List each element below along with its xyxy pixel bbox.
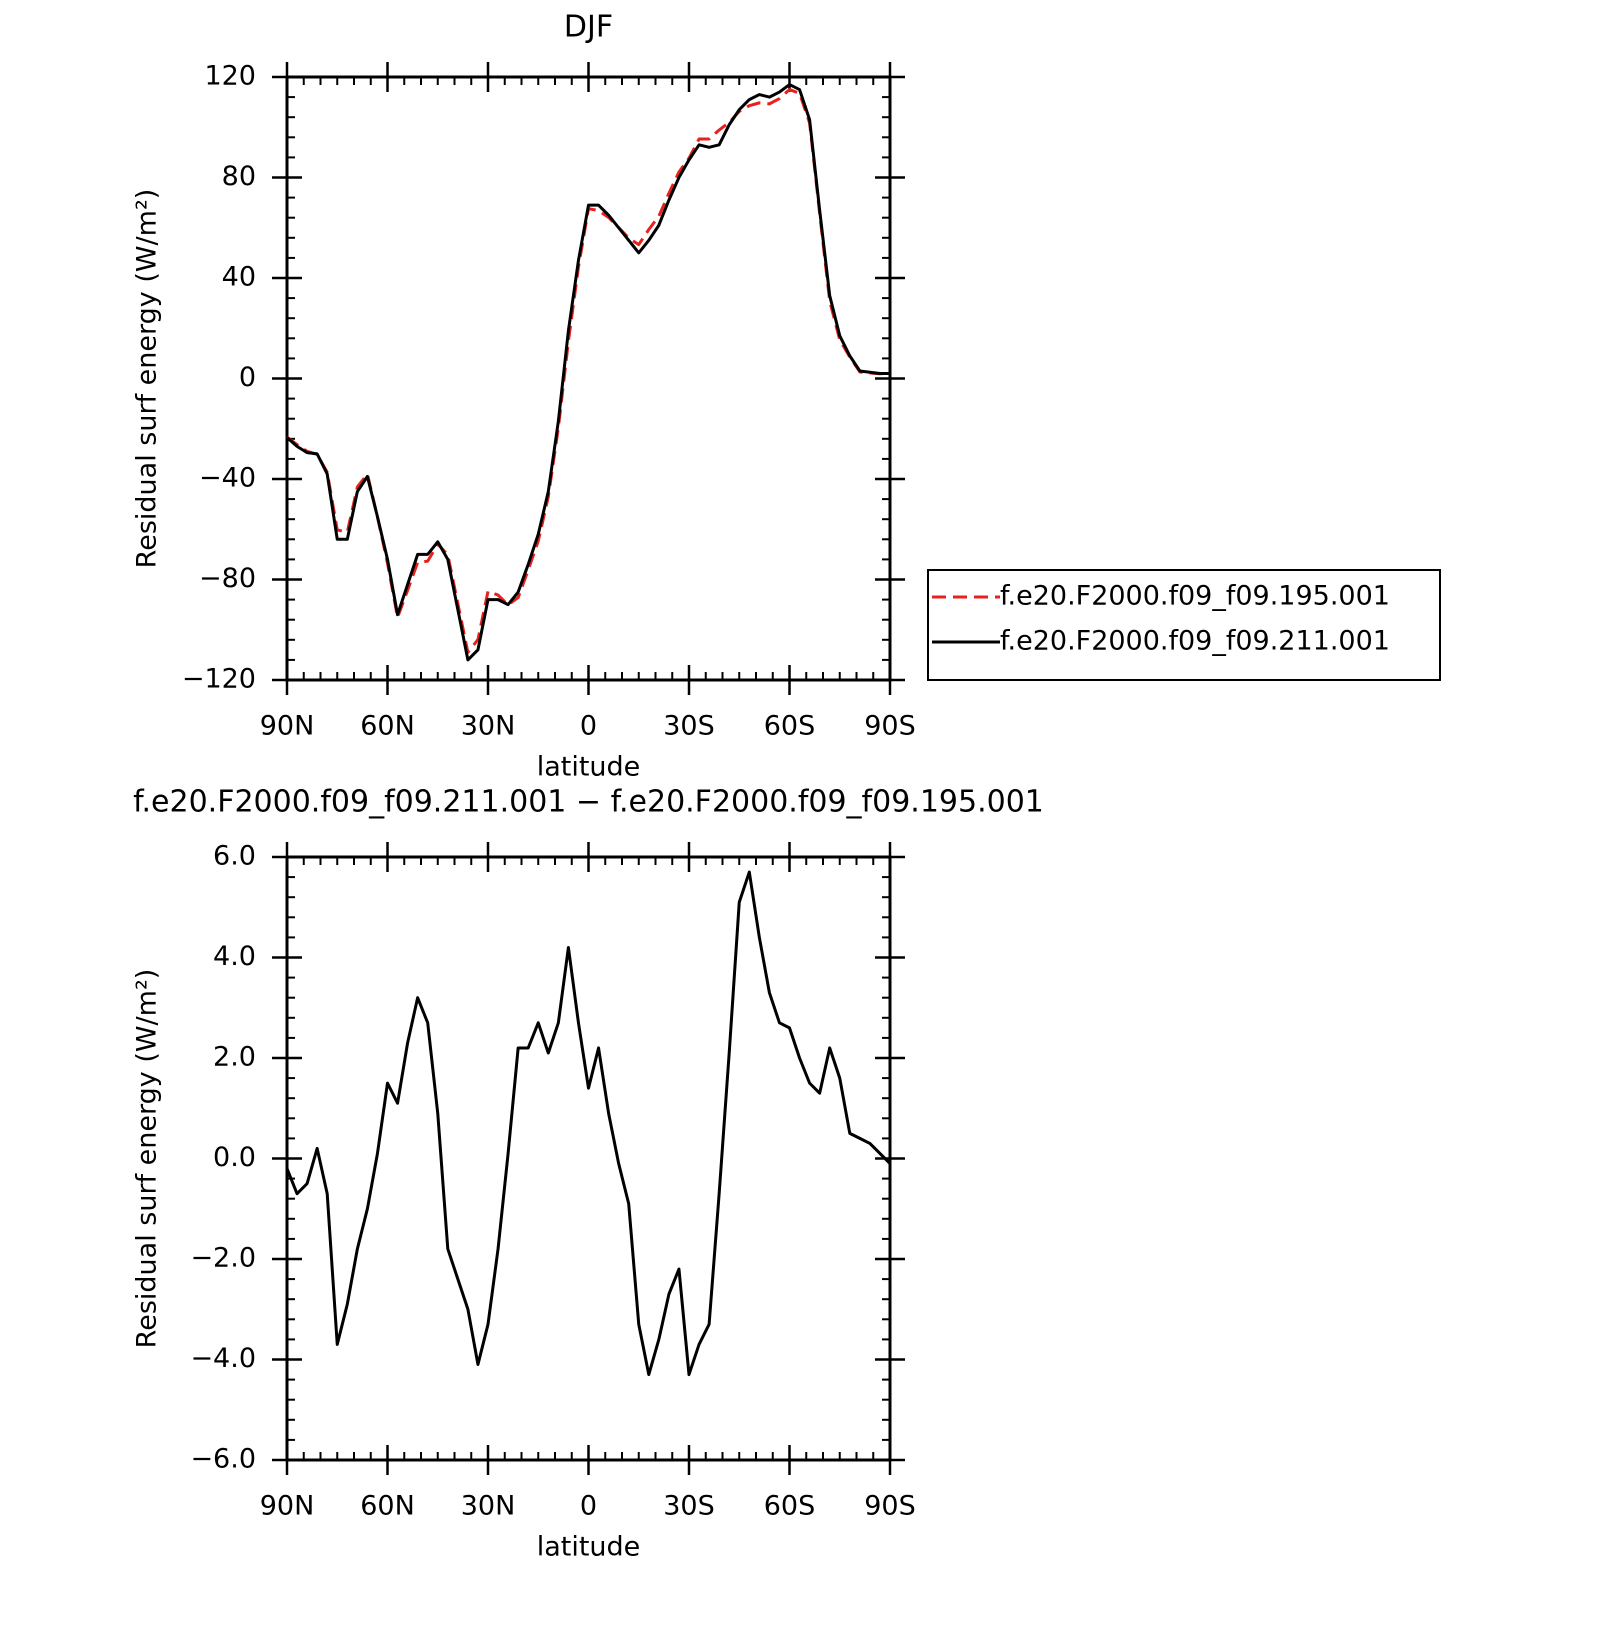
y-tick-label: −6.0: [190, 1444, 256, 1475]
x-axis-label: latitude: [537, 752, 641, 783]
x-tick-label: 0: [580, 1491, 597, 1522]
y-tick-label: −2.0: [190, 1243, 256, 1274]
legend-label: f.e20.F2000.f09_f09.195.001: [1000, 581, 1390, 612]
x-tick-label: 60S: [764, 1491, 816, 1522]
x-tick-label: 30N: [461, 1491, 516, 1522]
x-tick-label: 90S: [864, 1491, 916, 1522]
x-tick-label: 30N: [461, 711, 516, 742]
legend-box: [927, 569, 1441, 681]
chart-title: DJF: [564, 10, 613, 45]
x-tick-label: 90S: [864, 711, 916, 742]
y-tick-label: 4.0: [213, 941, 256, 972]
legend-label: f.e20.F2000.f09_f09.211.001: [1000, 626, 1390, 657]
y-axis-label: Residual surf energy (W/m²): [132, 969, 163, 1349]
chart-title: f.e20.F2000.f09_f09.211.001 − f.e20.F200…: [133, 785, 1044, 820]
plot-frame: [285, 855, 892, 1462]
x-tick-label: 30S: [663, 1491, 715, 1522]
data-line: [285, 870, 892, 1377]
plot-frame: [285, 75, 892, 682]
y-tick-label: 80: [222, 161, 256, 192]
y-tick-label: 2.0: [213, 1042, 256, 1073]
x-tick-label: 90N: [260, 711, 315, 742]
y-axis-label: Residual surf energy (W/m²): [132, 189, 163, 569]
x-tick-label: 90N: [260, 1491, 315, 1522]
y-tick-label: −80: [199, 563, 256, 594]
x-tick-label: 60N: [360, 1491, 415, 1522]
y-tick-label: −120: [182, 664, 256, 695]
y-tick-label: −4.0: [190, 1343, 256, 1374]
x-tick-label: 60N: [360, 711, 415, 742]
x-tick-label: 0: [580, 711, 597, 742]
y-tick-label: 40: [222, 262, 256, 293]
y-tick-label: 6.0: [213, 841, 256, 872]
data-line: [286, 83, 890, 662]
y-tick-label: 0.0: [213, 1142, 256, 1173]
x-axis-label: latitude: [537, 1532, 641, 1563]
data-line: [286, 88, 891, 654]
x-tick-label: 30S: [663, 711, 715, 742]
y-tick-label: −40: [199, 463, 256, 494]
y-tick-label: 0: [239, 362, 256, 393]
y-tick-label: 120: [204, 61, 256, 92]
x-tick-label: 60S: [764, 711, 816, 742]
